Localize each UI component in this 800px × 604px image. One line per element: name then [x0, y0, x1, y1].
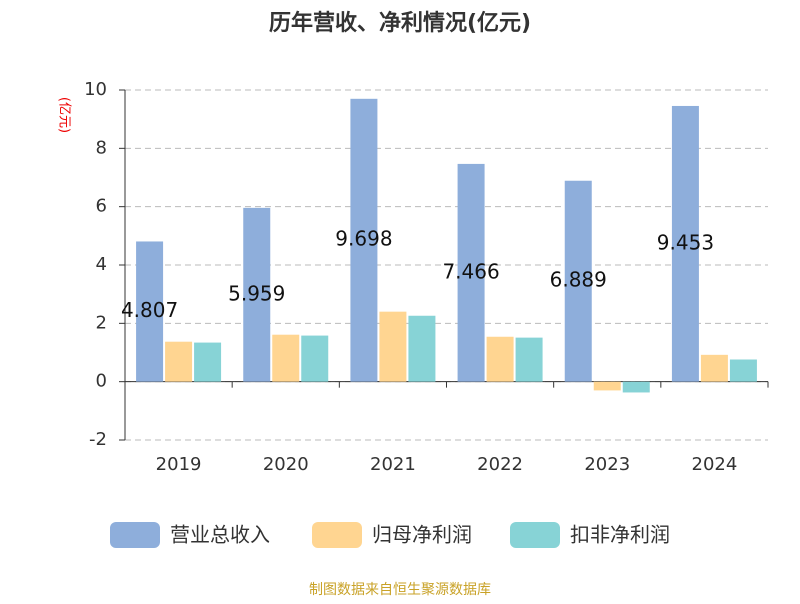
y-tick-label: 10: [84, 79, 107, 100]
bar: [700, 354, 728, 382]
bar: [593, 381, 621, 391]
legend-label: 扣非净利润: [570, 523, 670, 547]
value-label: 7.466: [442, 259, 499, 283]
bar: [622, 381, 650, 393]
legend-swatch: [110, 522, 160, 548]
chart-title: 历年营收、净利情况(亿元): [269, 10, 531, 36]
y-tick-label: 8: [96, 137, 107, 158]
value-label: 6.889: [550, 268, 607, 292]
bar: [165, 341, 193, 382]
value-label: 5.959: [228, 281, 285, 305]
x-tick-label: 2019: [156, 454, 202, 475]
bar: [243, 207, 271, 382]
bar: [408, 315, 436, 382]
y-tick-label: -2: [89, 429, 107, 450]
bar: [457, 163, 485, 382]
bar: [515, 337, 543, 382]
x-tick-label: 2024: [692, 454, 738, 475]
value-label: 9.698: [335, 227, 392, 251]
bar: [350, 98, 378, 382]
y-axis-label: (亿元): [57, 97, 72, 133]
x-tick-label: 2022: [477, 454, 523, 475]
bar: [729, 359, 757, 382]
y-tick-label: 2: [96, 312, 107, 333]
bar: [564, 180, 592, 382]
bar: [301, 335, 329, 382]
bar: [136, 241, 164, 382]
y-tick-label: 0: [96, 371, 107, 392]
legend-swatch: [312, 522, 362, 548]
value-label: 4.807: [121, 298, 178, 322]
legend-swatch: [510, 522, 560, 548]
x-tick-label: 2020: [263, 454, 309, 475]
value-label: 9.453: [657, 230, 714, 254]
y-tick-label: 4: [96, 254, 107, 275]
bar: [486, 336, 514, 382]
x-tick-label: 2021: [370, 454, 416, 475]
legend-label: 营业总收入: [170, 523, 270, 547]
x-tick-label: 2023: [584, 454, 630, 475]
bar: [272, 334, 300, 382]
bar: [194, 342, 222, 382]
legend-label: 归母净利润: [372, 523, 472, 547]
source-note: 制图数据来自恒生聚源数据库: [309, 582, 491, 598]
bar: [379, 311, 407, 382]
bar: [671, 105, 699, 382]
y-tick-label: 6: [96, 196, 107, 217]
